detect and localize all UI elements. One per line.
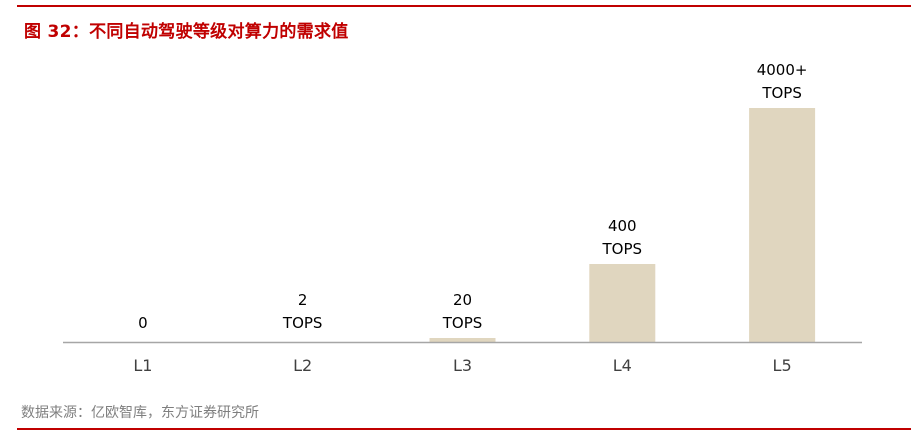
data-label-l1: 0: [138, 314, 148, 332]
x-tick-label-l2: L2: [293, 356, 312, 375]
x-tick-label-l4: L4: [613, 356, 632, 375]
bar-l4: [589, 264, 656, 342]
x-tick-label-l3: L3: [453, 356, 472, 375]
figure-title: 图 32：不同自动驾驶等级对算力的需求值: [24, 22, 349, 42]
x-tick-label-l5: L5: [773, 356, 792, 375]
data-label-l4: 400 TOPS: [602, 217, 643, 258]
bar-l3: [429, 338, 496, 342]
bar-l5: [749, 108, 816, 342]
bottom-rule: [17, 428, 911, 430]
x-tick-label-l1: L1: [133, 356, 152, 375]
data-label-l5: 4000+ TOPS: [757, 61, 808, 102]
data-label-l2: 2 TOPS: [282, 291, 323, 332]
data-label-l3: 20 TOPS: [442, 291, 483, 332]
top-rule: [17, 5, 911, 7]
source-note: 数据来源：亿欧智库，东方证券研究所: [21, 405, 259, 421]
